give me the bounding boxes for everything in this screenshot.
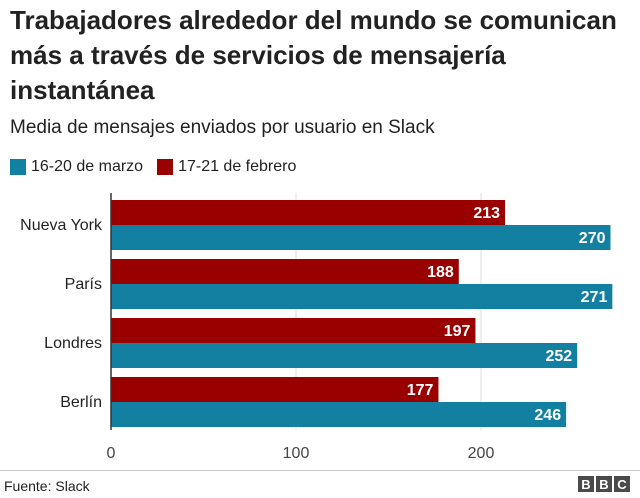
source-note: Fuente: Slack (4, 478, 90, 494)
bar-value-label: 213 (473, 205, 500, 222)
chart-subtitle: Media de mensajes enviados por usuario e… (10, 117, 435, 138)
bar (111, 402, 567, 427)
bar-value-label: 270 (579, 230, 606, 247)
bar-chart: 0 100 200 Nueva York 213 270 París 188 271 Londre… (20, 193, 613, 462)
x-tick-label: 0 (107, 445, 116, 462)
bbc-logo: B B C (576, 476, 630, 492)
bbc-logo-letter: C (614, 476, 630, 492)
chart-title: Trabajadores alrededor del mundo se comu… (10, 5, 617, 105)
category-label: Berlín (60, 394, 102, 411)
category-label: París (65, 276, 102, 293)
footer-divider (0, 470, 640, 471)
x-tick-label: 100 (283, 445, 310, 462)
bbc-logo-letter: B (578, 476, 594, 492)
bar-value-label: 252 (545, 348, 572, 365)
bar-value-label: 188 (427, 264, 454, 281)
bar (111, 259, 459, 284)
bar (111, 377, 439, 402)
bar-value-label: 246 (534, 407, 561, 424)
bbc-logo-letter: B (596, 476, 612, 492)
bar (111, 200, 506, 225)
category-label: Londres (44, 335, 102, 352)
category-label: Nueva York (20, 217, 103, 234)
bar-value-label: 177 (407, 382, 434, 399)
bar-value-label: 197 (444, 323, 471, 340)
bar-value-label: 271 (581, 289, 608, 306)
legend-item-febrero: 17-21 de febrero (157, 158, 296, 176)
bar (111, 284, 613, 309)
legend-swatch-marzo (10, 159, 26, 175)
bar (111, 225, 611, 250)
legend-swatch-febrero (157, 159, 174, 175)
legend-label-febrero: 17-21 de febrero (178, 158, 297, 175)
bar (111, 343, 578, 368)
legend: 16-20 de marzo 17-21 de febrero (10, 158, 310, 176)
legend-item-marzo: 16-20 de marzo (10, 158, 143, 176)
legend-label-marzo: 16-20 de marzo (31, 158, 144, 175)
bar (111, 318, 476, 343)
x-tick-label: 200 (468, 445, 495, 462)
